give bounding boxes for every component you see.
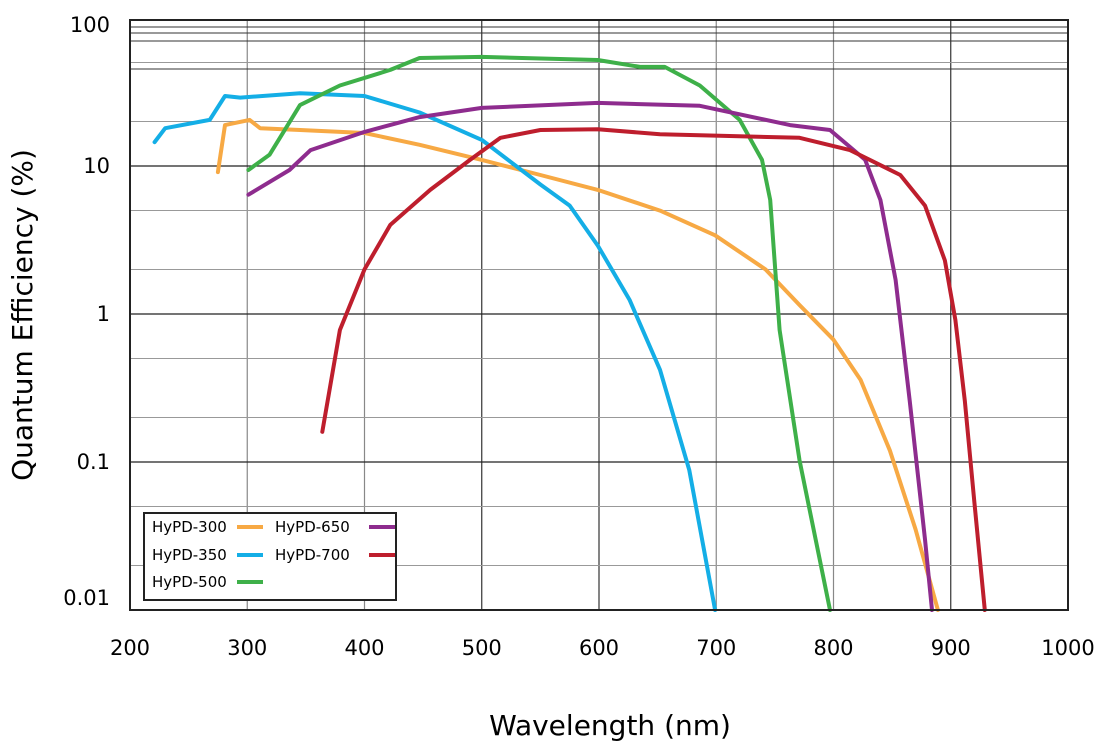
series-line-hypd-300: [215, 117, 940, 612]
x-tick-label: 300: [227, 636, 267, 660]
legend-label: HyPD-300: [152, 518, 227, 536]
x-tick-label: 700: [696, 636, 736, 660]
x-tick-label: 800: [813, 636, 853, 660]
y-tick-label: 100: [70, 13, 110, 37]
y-tick-label: 10: [83, 154, 110, 178]
series-line-hypd-650: [246, 100, 934, 612]
y-axis-title: Quantum Efficiency (%): [6, 149, 39, 481]
legend-box: [143, 512, 397, 601]
y-tick-label: 1: [97, 302, 110, 326]
series-line-hypd-700: [320, 127, 987, 612]
series-lines: [152, 54, 987, 612]
legend-label: HyPD-350: [152, 546, 227, 564]
legend-label: HyPD-500: [152, 573, 227, 591]
x-axis-title: Wavelength (nm): [489, 709, 731, 742]
y-tick-label: 0.1: [77, 450, 110, 474]
x-tick-label: 500: [462, 636, 502, 660]
x-tick-label: 600: [579, 636, 619, 660]
legend-label: HyPD-700: [275, 546, 350, 564]
x-tick-label: 1000: [1041, 636, 1094, 660]
x-tick-label: 200: [110, 636, 150, 660]
grid: [130, 20, 1068, 610]
y-tick-label: 0.01: [63, 586, 110, 610]
legend: HyPD-300 HyPD-350 HyPD-500 HyPD-650 HyPD-700: [143, 512, 397, 601]
series-line-hypd-500: [246, 54, 832, 612]
x-tick-label: 900: [931, 636, 971, 660]
legend-label: HyPD-650: [275, 518, 350, 536]
tick-labels: 200 300 400 500 600 700 800 900 1000 0.01 0.1 1 10 10…: [63, 13, 1094, 660]
x-tick-label: 400: [344, 636, 384, 660]
series-line-hypd-350: [152, 91, 718, 612]
plot-frame: [129, 19, 1069, 611]
